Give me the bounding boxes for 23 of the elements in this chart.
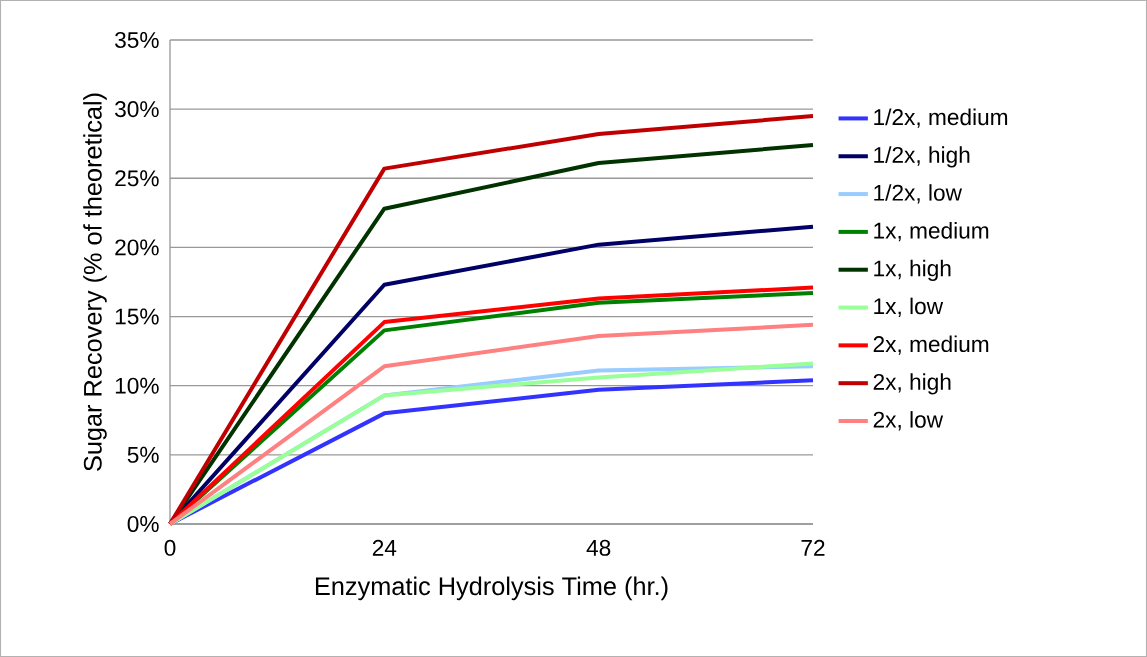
y-tick-label: 35% (115, 31, 159, 49)
y-tick-label: 25% (115, 170, 159, 187)
legend-label: 1/2x, high (874, 146, 970, 168)
y-tick-label: 15% (115, 308, 159, 325)
legend-label: 1/2x, medium (874, 108, 1008, 128)
y-tick-label: 30% (115, 101, 159, 118)
legend-label: 2x, low (873, 411, 944, 431)
x-tick-label: 24 (372, 539, 397, 556)
legend-label: 2x, high (873, 373, 951, 395)
legend-label: 1x, low (874, 297, 944, 317)
y-tick-label: 5% (127, 446, 159, 463)
legend-label: 2x, medium (873, 335, 989, 355)
legend-label: 1/2x, low (874, 184, 963, 204)
y-tick-label: 20% (115, 239, 159, 256)
y-tick-label: 0% (127, 515, 159, 533)
x-tick-label: 72 (801, 539, 825, 556)
y-axis-title: Sugar Recovery (% of theoretical) (83, 93, 107, 471)
x-tick-label: 48 (586, 539, 611, 556)
legend-label: 1x, medium (874, 222, 989, 242)
y-tick-label: 10% (115, 377, 159, 394)
x-axis-title: Enzymatic Hydrolysis Time (hr.) (315, 576, 668, 601)
legend-label: 1x, high (874, 259, 951, 281)
x-tick-label: 0 (164, 539, 176, 556)
